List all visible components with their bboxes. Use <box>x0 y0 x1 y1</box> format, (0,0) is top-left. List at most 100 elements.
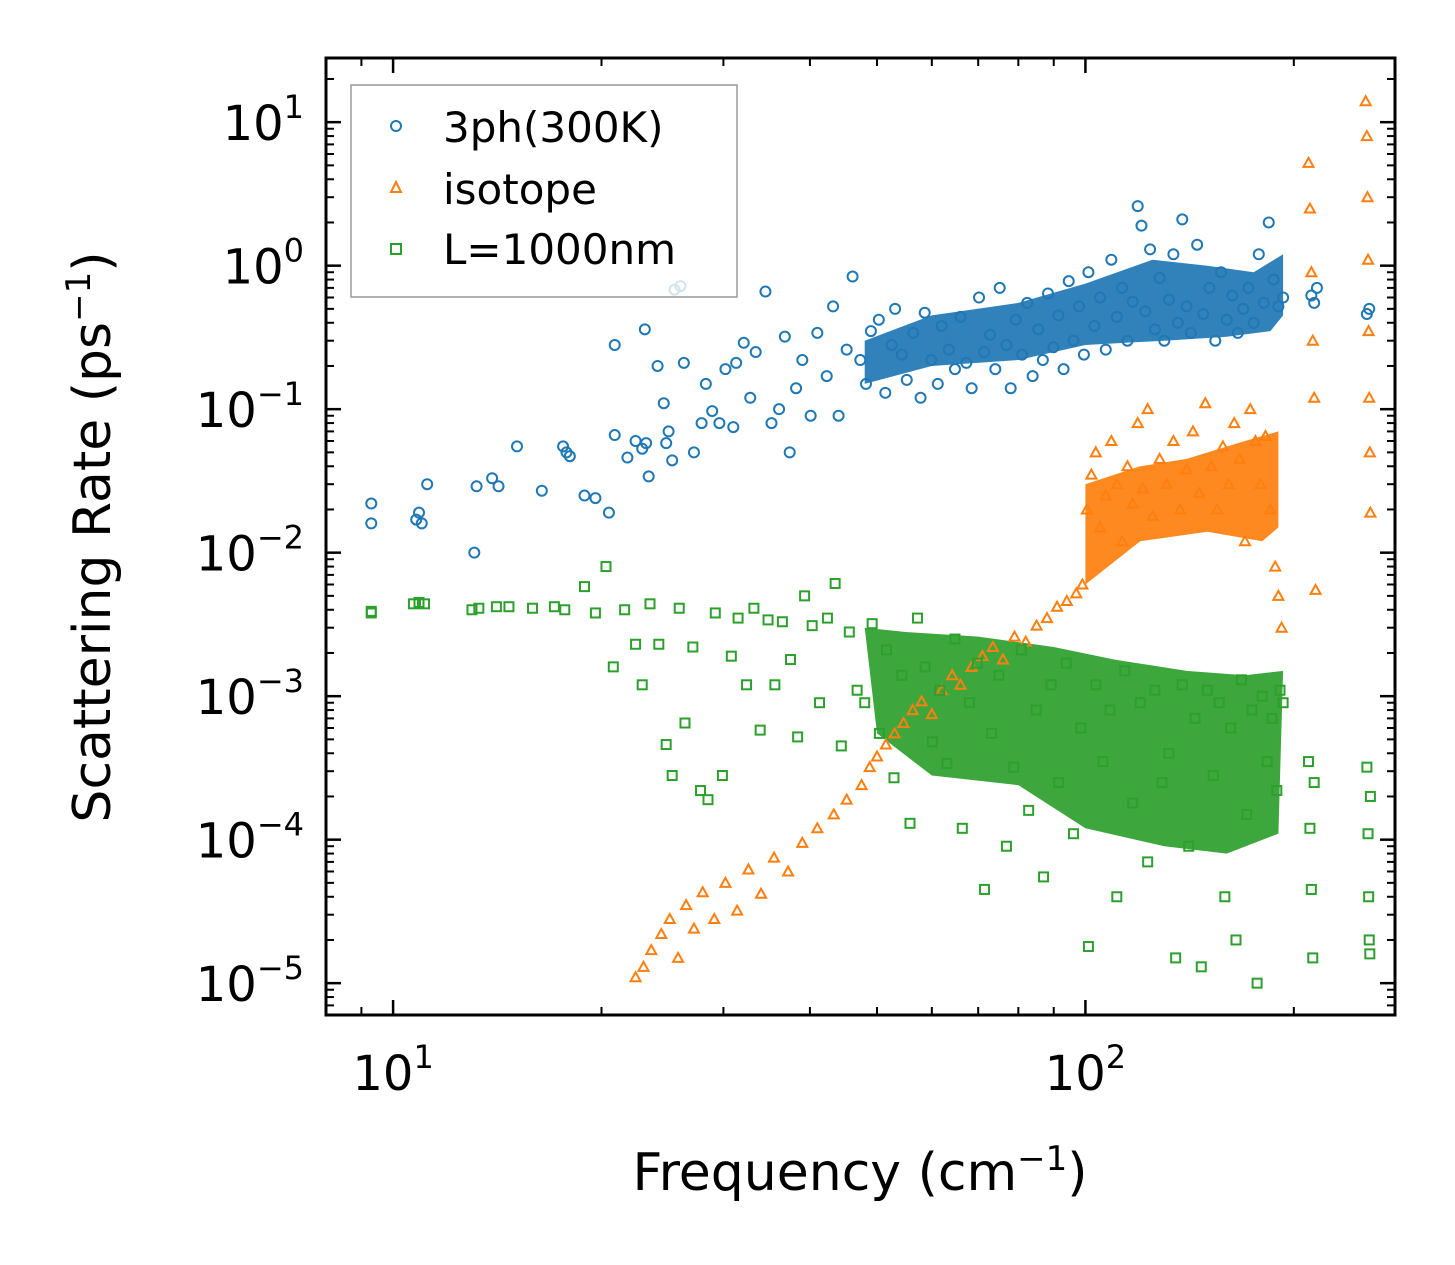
point-3ph-39 <box>719 363 732 376</box>
point-isotope-18 <box>827 807 841 820</box>
point-isotope-50 <box>1110 477 1124 490</box>
point-3ph-112 <box>1144 243 1157 256</box>
point-isotope-13 <box>754 886 768 899</box>
point-3ph-25 <box>642 470 655 483</box>
point-isotope-85 <box>1307 390 1321 403</box>
point-3ph-71 <box>925 354 938 367</box>
point-3ph-0 <box>365 497 378 510</box>
point-3ph-59 <box>854 354 867 367</box>
point-3ph-16 <box>589 492 602 505</box>
point-isotope-9 <box>707 911 721 924</box>
point-l1000-69 <box>1015 644 1027 656</box>
point-l1000-51 <box>880 644 892 656</box>
point-l1000-117 <box>1362 828 1374 840</box>
point-l1000-56 <box>919 661 931 673</box>
point-l1000-89 <box>1163 747 1175 759</box>
point-l1000-80 <box>1097 756 1109 768</box>
point-3ph-105 <box>1110 310 1123 323</box>
point-3ph-42 <box>737 336 750 349</box>
point-3ph-24 <box>640 437 653 450</box>
point-3ph-68 <box>907 326 920 339</box>
point-isotope-61 <box>1173 502 1187 515</box>
point-3ph-52 <box>804 409 817 422</box>
point-isotope-49 <box>1104 433 1119 447</box>
legend: 3ph(300K) isotope L=1000nm <box>350 84 738 298</box>
axes-frame <box>324 56 1397 1017</box>
point-3ph-81 <box>983 328 996 341</box>
point-isotope-51 <box>1115 534 1129 547</box>
point-3ph-37 <box>706 405 719 418</box>
point-isotope-74 <box>1248 433 1263 447</box>
point-3ph-76 <box>954 310 967 323</box>
point-l1000-118 <box>1363 891 1375 903</box>
point-3ph-133 <box>1252 248 1265 261</box>
point-3ph-12 <box>557 440 570 453</box>
point-l1000-92 <box>1183 840 1195 852</box>
point-isotope-84 <box>1306 333 1320 346</box>
point-3ph-92 <box>1042 287 1055 300</box>
point-l1000-31 <box>732 612 744 624</box>
point-3ph-99 <box>1077 348 1090 361</box>
point-l1000-83 <box>1119 665 1131 677</box>
point-l1000-10 <box>548 601 560 613</box>
point-l1000-75 <box>1060 657 1072 669</box>
point-3ph-108 <box>1126 295 1139 308</box>
point-isotope-15 <box>781 864 795 877</box>
point-isotope-10 <box>718 875 733 888</box>
y-tick-label-3: 10−2 <box>196 519 304 583</box>
point-l1000-25 <box>687 641 699 653</box>
point-l1000-22 <box>666 769 678 781</box>
point-l1000-66 <box>993 669 1005 681</box>
point-isotope-26 <box>905 703 920 716</box>
point-isotope-0 <box>628 970 643 983</box>
point-isotope-76 <box>1258 428 1273 442</box>
point-isotope-70 <box>1227 416 1241 429</box>
point-isotope-39 <box>1040 611 1054 624</box>
point-3ph-5 <box>421 478 434 491</box>
point-3ph-3 <box>413 506 426 519</box>
point-3ph-87 <box>1016 348 1029 361</box>
point-3ph-44 <box>749 346 762 359</box>
point-l1000-57 <box>926 736 938 748</box>
point-isotope-91 <box>1361 324 1376 337</box>
point-isotope-48 <box>1099 488 1113 501</box>
point-l1000-30 <box>725 650 737 662</box>
point-3ph-61 <box>864 325 877 338</box>
point-isotope-5 <box>671 950 685 963</box>
point-l1000-87 <box>1149 684 1161 696</box>
point-3ph-129 <box>1231 326 1244 339</box>
point-3ph-46 <box>765 417 778 430</box>
point-3ph-90 <box>1032 323 1045 336</box>
point-l1000-94 <box>1195 961 1207 973</box>
point-l1000-65 <box>986 727 998 739</box>
point-3ph-33 <box>677 356 690 369</box>
point-3ph-63 <box>879 386 892 399</box>
point-3ph-69 <box>914 391 927 404</box>
point-isotope-60 <box>1166 433 1181 447</box>
point-l1000-86 <box>1142 856 1154 868</box>
point-l1000-78 <box>1082 941 1094 953</box>
point-l1000-32 <box>741 679 753 691</box>
point-3ph-104 <box>1105 253 1118 266</box>
point-isotope-62 <box>1179 462 1194 475</box>
x-tick-label-0: 101 <box>352 1038 433 1102</box>
point-l1000-100 <box>1230 934 1242 946</box>
point-isotope-11 <box>730 903 744 916</box>
point-l1000-20 <box>653 638 665 650</box>
point-3ph-89 <box>1026 370 1039 383</box>
point-l1000-59 <box>941 757 953 769</box>
x-axis-label: Frequency (cm−1) <box>632 1139 1087 1203</box>
point-l1000-93 <box>1189 712 1201 724</box>
y-tick-label-1: 100 <box>223 232 304 296</box>
point-isotope-75 <box>1253 477 1268 490</box>
point-isotope-69 <box>1221 477 1236 490</box>
point-3ph-128 <box>1226 289 1239 302</box>
point-isotope-59 <box>1159 477 1174 490</box>
point-3ph-8 <box>486 472 499 485</box>
point-3ph-4 <box>415 517 428 530</box>
point-isotope-44 <box>1080 502 1094 515</box>
point-l1000-110 <box>1277 697 1289 709</box>
point-isotope-42 <box>1069 586 1083 599</box>
point-3ph-140 <box>1308 296 1321 309</box>
point-3ph-100 <box>1082 266 1095 279</box>
